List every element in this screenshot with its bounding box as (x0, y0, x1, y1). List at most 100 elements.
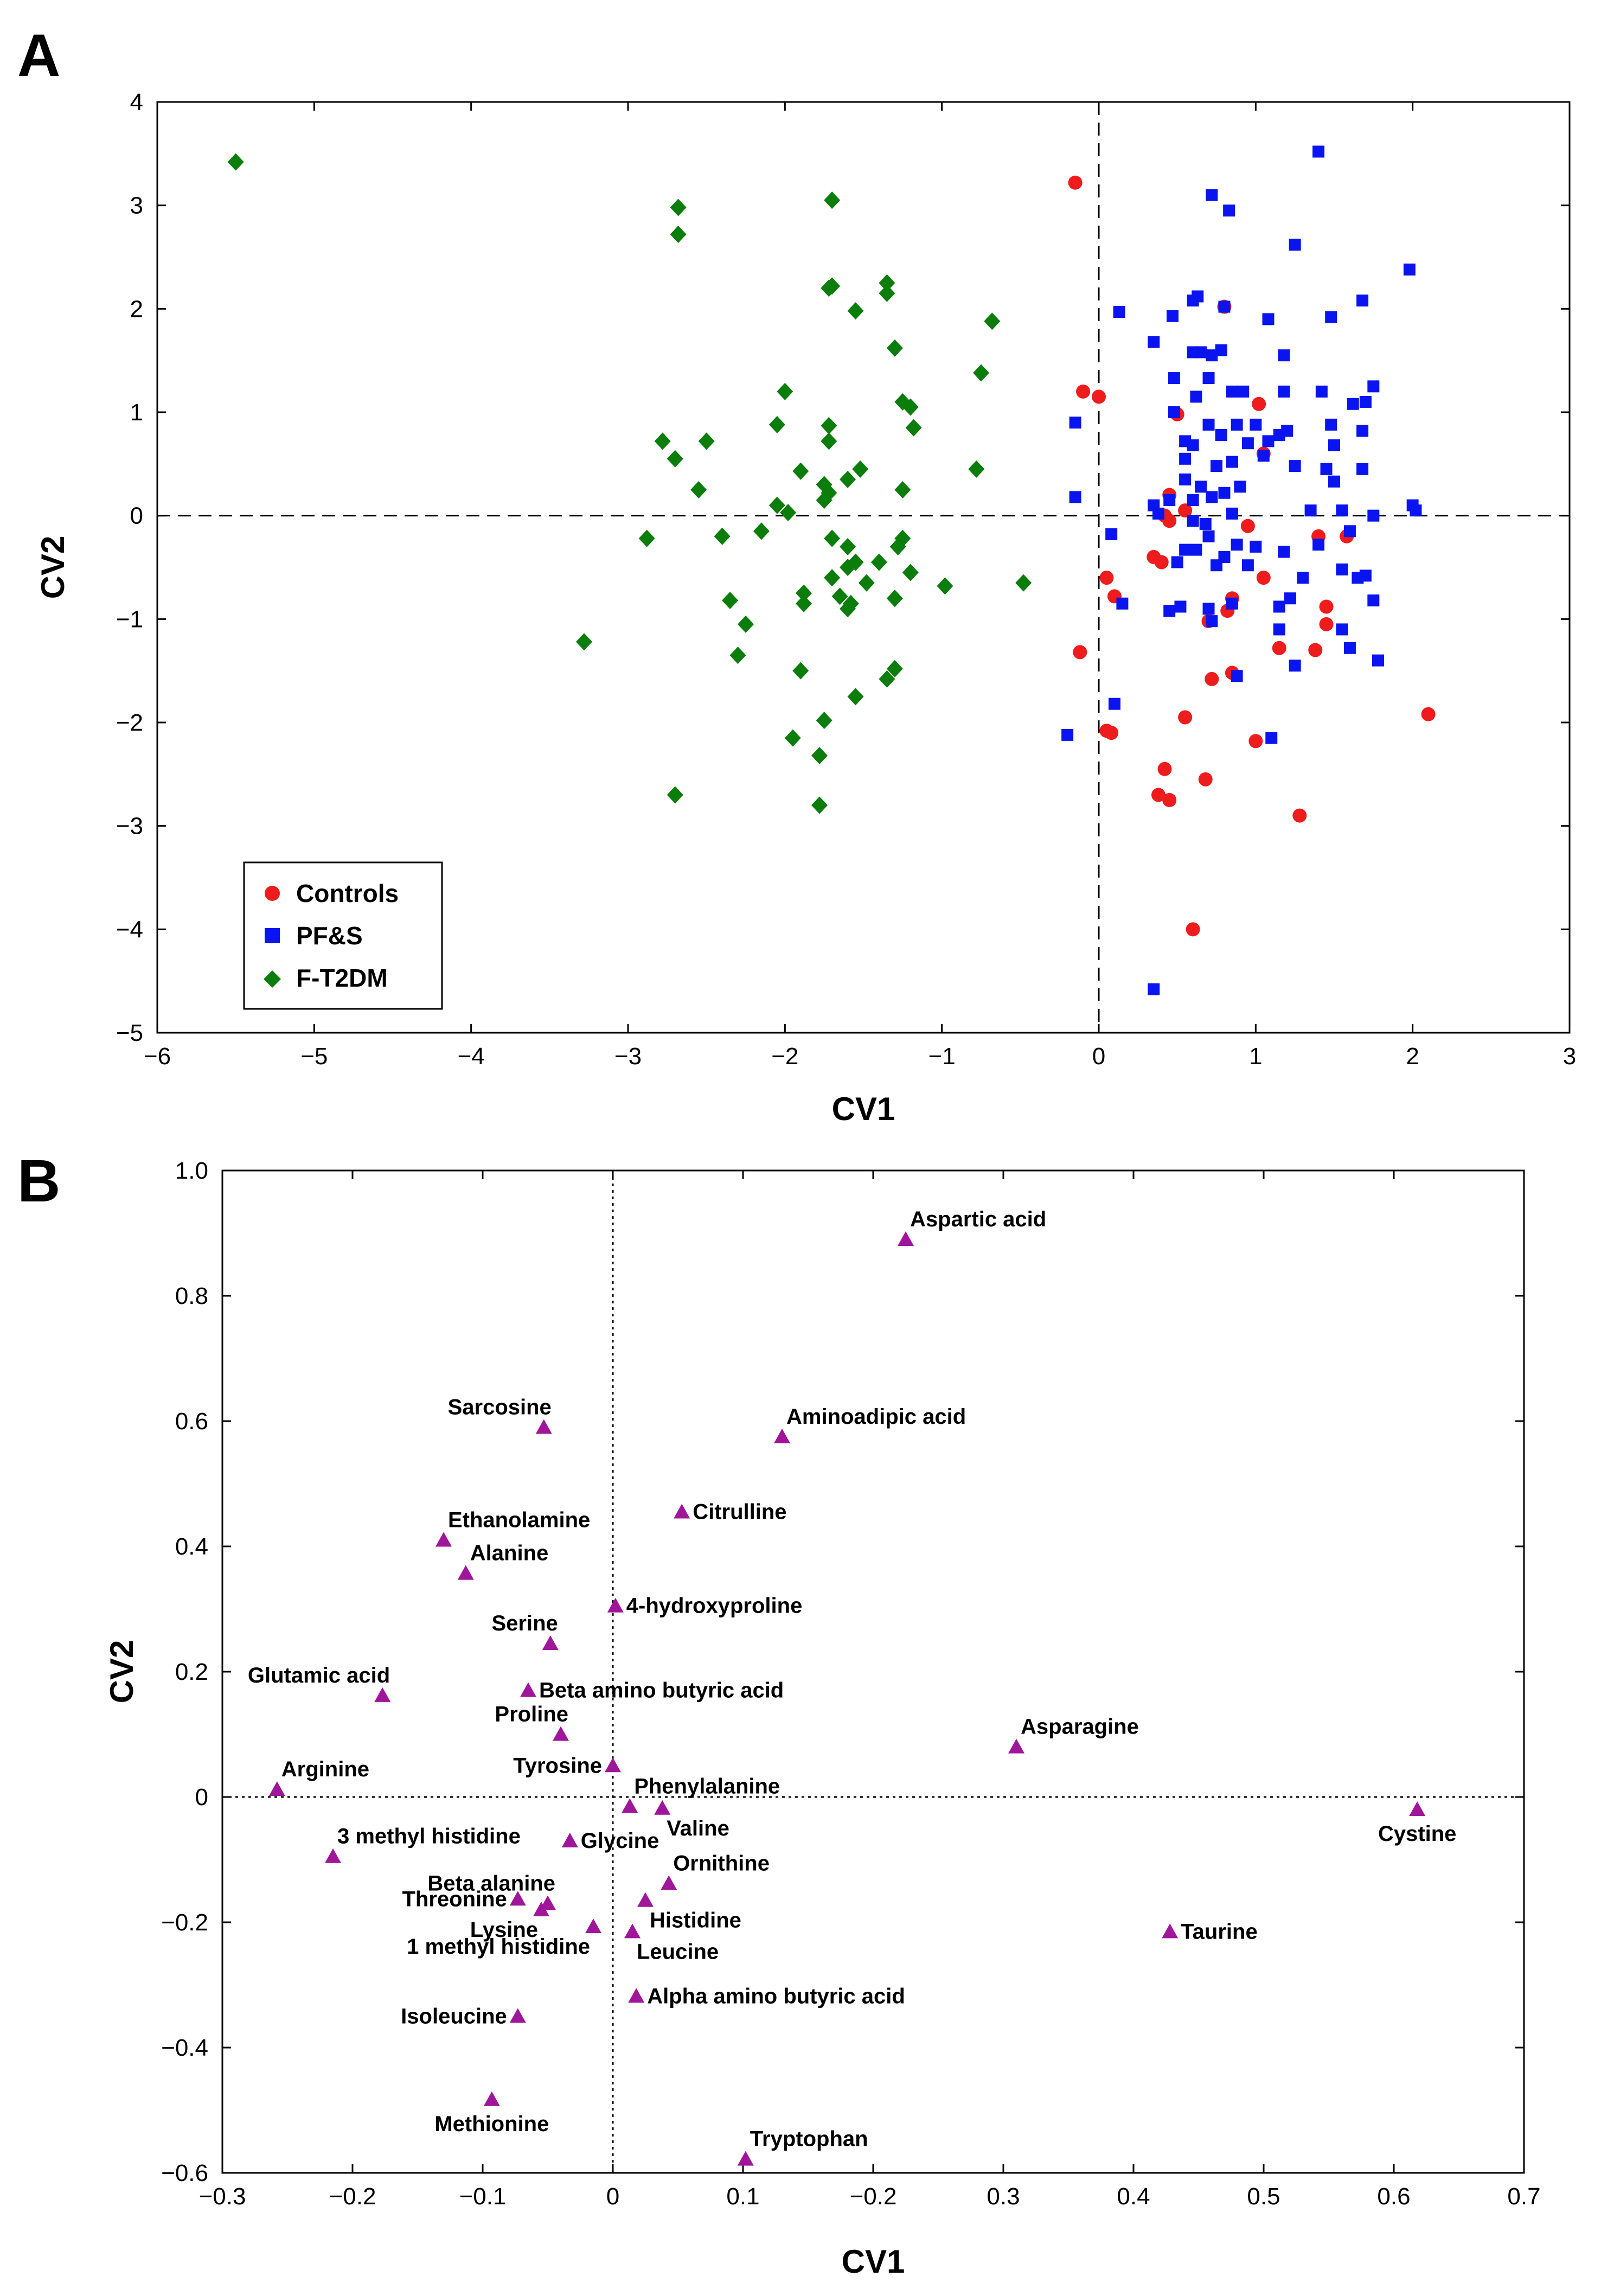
x-tick-label: 0.1 (726, 2183, 759, 2210)
x-tick-label: 0 (606, 2183, 619, 2210)
x-tick-label: 0.5 (1247, 2183, 1280, 2210)
point-pf-s (1343, 642, 1356, 654)
point-pf-s (1226, 597, 1238, 610)
point-f-t2dm (902, 398, 919, 416)
point-pf-s (1289, 239, 1301, 251)
point-pf-s (1356, 425, 1369, 437)
point-label-tyrosine: Tyrosine (513, 1754, 602, 1777)
point-f-t2dm (870, 553, 887, 571)
x-tick-label: −3 (614, 1043, 642, 1070)
point-pf-s (1312, 539, 1325, 551)
x-tick-label: −0.1 (459, 2183, 507, 2210)
point-f-t2dm (816, 491, 832, 509)
point-controls (1240, 519, 1255, 533)
point-f-t2dm (227, 153, 244, 171)
point-leucine (624, 1923, 641, 1939)
point-pf-s (1336, 623, 1348, 636)
point-f-t2dm (722, 592, 739, 610)
point-f-t2dm (824, 569, 841, 587)
legend-label-controls: Controls (296, 879, 399, 907)
point-methionine (483, 2091, 500, 2106)
point-pf-s (1231, 418, 1243, 431)
point-pf-s (1223, 204, 1235, 217)
point-pf-s (1174, 600, 1187, 613)
point-label-beta-amino-butyric-acid: Beta amino butyric acid (539, 1679, 784, 1703)
point-f-t2dm (811, 747, 828, 765)
point-pf-s (1163, 494, 1176, 507)
point-f-t2dm (879, 670, 895, 688)
y-tick-label: 1.0 (175, 1157, 208, 1184)
point-label-proline: Proline (495, 1703, 568, 1726)
point-pf-s (1325, 418, 1337, 431)
x-tick-label: 3 (1563, 1043, 1576, 1070)
point-pf-s (1367, 509, 1380, 522)
y-tick-label: 0.6 (175, 1408, 208, 1435)
point-f-t2dm (847, 688, 864, 706)
point-pf-s (1179, 473, 1192, 485)
point-beta-amino-butyric-acid (520, 1682, 536, 1697)
point-label-threonine: Threonine (402, 1887, 507, 1911)
point-cystine (1409, 1801, 1426, 1817)
point-f-t2dm (886, 590, 903, 607)
y-tick-label: 0.8 (175, 1283, 208, 1309)
legend-item-controls: Controls (265, 879, 399, 907)
point-f-t2dm (840, 600, 856, 618)
point-histidine (637, 1892, 654, 1907)
point-f-t2dm (714, 527, 731, 545)
point-glutamic-acid (374, 1687, 391, 1702)
point-label-glycine: Glycine (581, 1829, 659, 1853)
panel-a-x-axis-title: CV1 (832, 1091, 895, 1127)
point-controls (1073, 645, 1087, 660)
panel-a-plot-frame (156, 101, 1571, 1034)
point-f-t2dm (831, 587, 848, 605)
point-f-t2dm (796, 594, 812, 612)
point-f-t2dm (902, 564, 919, 581)
point-f-t2dm (886, 339, 903, 357)
x-tick-label: −0.2 (329, 2183, 376, 2210)
point-tyrosine (605, 1757, 621, 1773)
panel-b-axes: −0.3 −0.2 −0.1 0 0.1 −0.2 0.3 0.4 0.5 0.6 0.7 −0.6 −… (161, 1157, 1540, 2210)
point-controls (1256, 571, 1271, 585)
point-arginine (268, 1781, 285, 1796)
point-f-t2dm (698, 432, 715, 450)
legend-item-f-t2dm: F-T2DM (264, 964, 388, 992)
point-pf-s (1237, 385, 1250, 398)
point-pf-s (1061, 728, 1074, 741)
point-label-3-methyl-histidine: 3 methyl histidine (337, 1825, 521, 1849)
point-controls (1154, 555, 1169, 570)
point-pf-s (1202, 372, 1215, 385)
panel-b-letter: B (17, 1148, 60, 1214)
point-f-t2dm (654, 432, 671, 450)
point-pf-s (1403, 263, 1416, 276)
point-label-arginine: Arginine (281, 1757, 369, 1781)
y-tick-label: 0 (195, 1784, 208, 1811)
point-pf-s (1328, 439, 1340, 452)
point-pf-s (1359, 570, 1372, 582)
point-f-t2dm (858, 574, 875, 592)
point-pf-s (1069, 417, 1081, 429)
point-label-alanine: Alanine (470, 1542, 548, 1565)
point-pf-s (1347, 398, 1359, 410)
point-pf-s (1218, 300, 1231, 313)
y-tick-label: −5 (116, 1020, 143, 1046)
point-f-t2dm (796, 584, 812, 602)
point-pf-s (1190, 543, 1202, 556)
point-pf-s (1356, 295, 1369, 307)
point-pf-s (1372, 654, 1385, 667)
point-pf-s (1163, 605, 1176, 617)
point-pf-s (1262, 313, 1275, 325)
panel-b: B −0.3 −0.2 −0.1 0 0.1 −0.2 0.3 0.4 0.5 0.6 0.7−0.… (17, 1148, 1541, 2280)
point-pf-s (1257, 450, 1270, 462)
point-pf-s (1179, 452, 1192, 465)
point-pf-s (1108, 698, 1120, 710)
point-pf-s (1336, 563, 1348, 575)
point-pf-s (1152, 507, 1164, 520)
point-label-beta-alanine: Beta alanine (427, 1871, 555, 1895)
point-pf-s (1215, 428, 1227, 441)
point-3-methyl-histidine (325, 1848, 341, 1863)
point-f-t2dm (821, 432, 837, 450)
point-f-t2dm (821, 417, 837, 434)
point-f-t2dm (784, 729, 801, 747)
panel-a-reference-lines (157, 102, 1570, 1033)
point-pf-s (1187, 494, 1199, 507)
